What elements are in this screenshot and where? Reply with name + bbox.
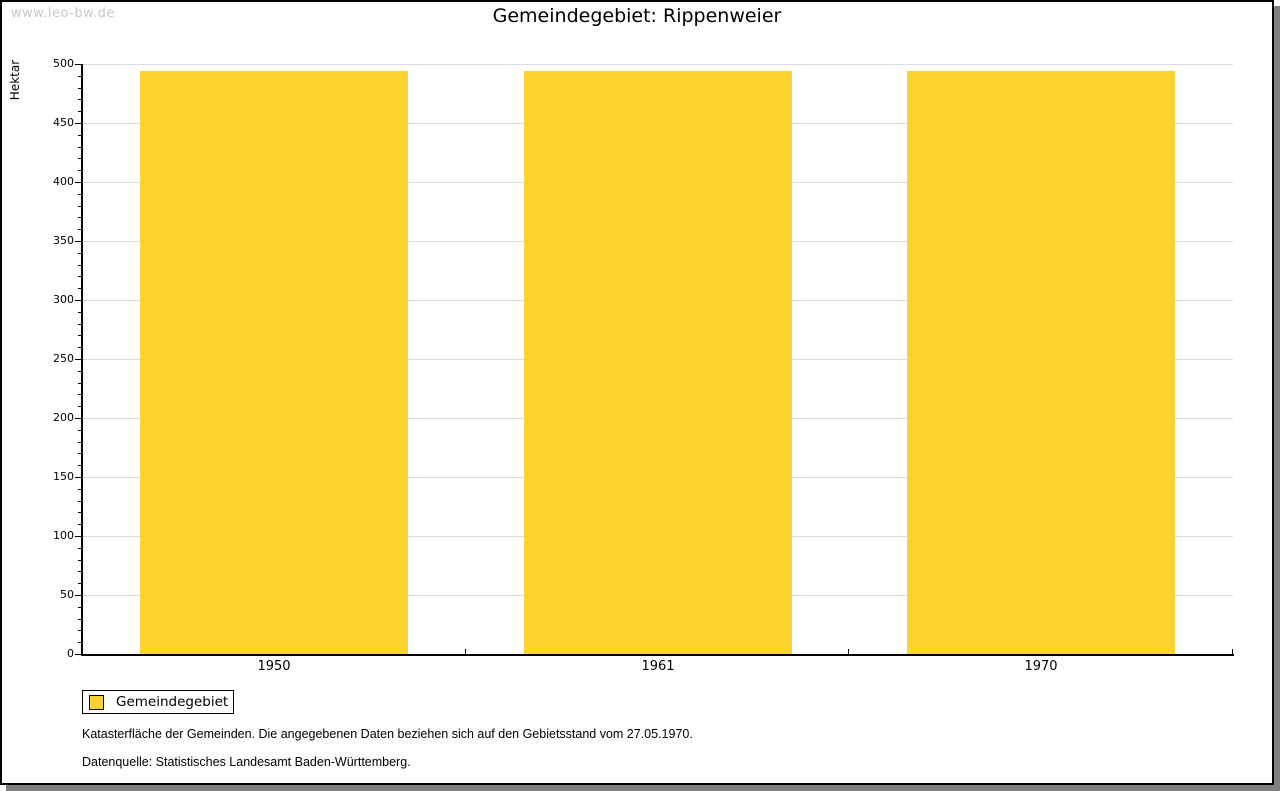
y-tick-label-0: 0 (67, 647, 74, 660)
y-minor-tick (78, 147, 82, 148)
y-minor-tick (78, 276, 82, 277)
y-minor-tick (78, 619, 82, 620)
y-major-tick (75, 182, 82, 183)
y-minor-tick (78, 453, 82, 454)
y-tick-label-450: 450 (53, 116, 74, 129)
x-tick-label-1950: 1950 (257, 659, 291, 674)
y-tick-label-200: 200 (53, 411, 74, 424)
y-major-tick (75, 477, 82, 478)
y-minor-tick (78, 88, 82, 89)
y-major-tick (75, 300, 82, 301)
y-minor-tick (78, 548, 82, 549)
y-minor-tick (78, 406, 82, 407)
y-major-tick (75, 654, 82, 655)
y-minor-tick (78, 76, 82, 77)
legend-label: Gemeindegebiet (116, 694, 229, 710)
y-minor-tick (78, 383, 82, 384)
y-minor-tick (78, 158, 82, 159)
y-tick-label-50: 50 (60, 588, 74, 601)
bar-1970 (907, 71, 1175, 654)
y-minor-tick (78, 194, 82, 195)
x-axis-boundary-tick (465, 649, 466, 654)
watermark: www.leo-bw.de (11, 6, 115, 21)
y-tick-label-350: 350 (53, 234, 74, 247)
y-minor-tick (78, 394, 82, 395)
source-note: Datenquelle: Statistisches Landesamt Bad… (82, 755, 411, 769)
y-tick-label-150: 150 (53, 470, 74, 483)
y-minor-tick (78, 630, 82, 631)
chart-title: Gemeindegebiet: Rippenweier (492, 5, 782, 27)
y-minor-tick (78, 501, 82, 502)
legend-swatch-icon (89, 694, 104, 710)
y-minor-tick (78, 265, 82, 266)
y-major-tick (75, 359, 82, 360)
bar-1950 (140, 71, 408, 654)
y-tick-label-400: 400 (53, 175, 74, 188)
y-minor-tick (78, 347, 82, 348)
y-minor-tick (78, 571, 82, 572)
y-minor-tick (78, 229, 82, 230)
y-major-tick (75, 123, 82, 124)
y-tick-label-300: 300 (53, 293, 74, 306)
y-minor-tick (78, 206, 82, 207)
y-minor-tick (78, 217, 82, 218)
x-tick-label-1970: 1970 (1024, 659, 1058, 674)
y-minor-tick (78, 324, 82, 325)
y-minor-tick (78, 111, 82, 112)
y-tick-label-100: 100 (53, 529, 74, 542)
y-minor-tick (78, 253, 82, 254)
gridline-500 (82, 64, 1233, 65)
x-tick-label-1961: 1961 (641, 659, 675, 674)
y-minor-tick (78, 607, 82, 608)
y-minor-tick (78, 135, 82, 136)
y-major-tick (75, 536, 82, 537)
y-minor-tick (78, 583, 82, 584)
y-major-tick (75, 595, 82, 596)
x-axis-boundary-tick (848, 649, 849, 654)
y-minor-tick (78, 288, 82, 289)
y-tick-label-250: 250 (53, 352, 74, 365)
y-major-tick (75, 418, 82, 419)
footnote: Katasterfläche der Gemeinden. Die angege… (82, 727, 693, 741)
y-minor-tick (78, 312, 82, 313)
y-minor-tick (78, 371, 82, 372)
y-major-tick (75, 64, 82, 65)
y-minor-tick (78, 465, 82, 466)
x-axis (82, 654, 1234, 656)
y-minor-tick (78, 430, 82, 431)
y-minor-tick (78, 512, 82, 513)
y-minor-tick (78, 642, 82, 643)
y-minor-tick (78, 489, 82, 490)
y-minor-tick (78, 524, 82, 525)
y-minor-tick (78, 99, 82, 100)
bar-1961 (524, 71, 792, 654)
y-major-tick (75, 241, 82, 242)
y-axis (81, 64, 83, 656)
y-minor-tick (78, 170, 82, 171)
legend: Gemeindegebiet (82, 690, 234, 714)
y-minor-tick (78, 442, 82, 443)
y-minor-tick (78, 335, 82, 336)
y-tick-label-500: 500 (53, 57, 74, 70)
y-minor-tick (78, 560, 82, 561)
x-axis-boundary-tick (1232, 649, 1233, 654)
